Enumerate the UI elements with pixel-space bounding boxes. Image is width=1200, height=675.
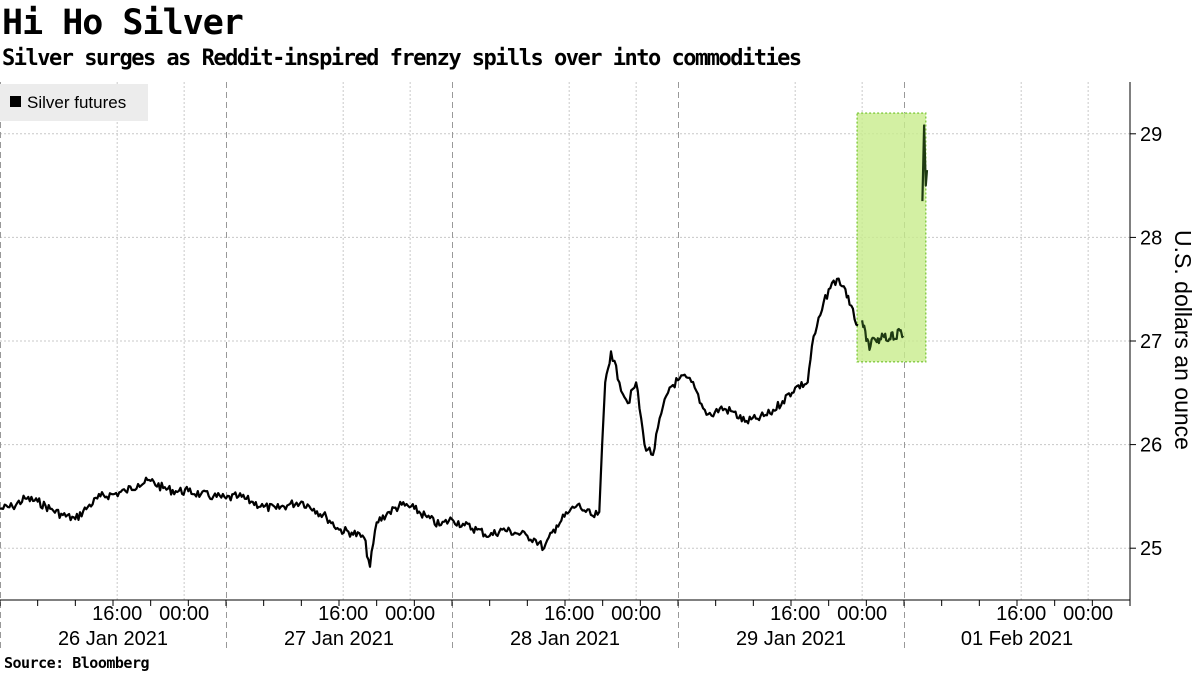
y-tick-label: 29 [1140,124,1162,146]
x-date-label: 01 Feb 2021 [961,628,1073,650]
y-tick-label: 25 [1140,538,1162,560]
legend-box [0,84,148,121]
chart-title: Hi Ho Silver [2,3,244,43]
series-lines [0,124,929,568]
chart-subtitle: Silver surges as Reddit-inspired frenzy … [2,46,802,71]
series-line-silver-futures [0,277,859,568]
highlight-box [856,112,927,363]
x-time-label: 16:00 [996,603,1046,625]
y-tick-labels: 25 26 27 28 29 [1140,124,1162,560]
x-time-label: 16:00 [318,603,368,625]
x-date-label: 28 Jan 2021 [510,628,620,650]
y-tick-label: 27 [1140,331,1162,353]
x-date-label: 27 Jan 2021 [284,628,394,650]
legend-swatch [10,96,21,107]
y-axis-label: U.S. dollars an ounce [1170,230,1196,450]
x-time-label: 00:00 [837,603,887,625]
source-note: Source: Bloomberg [4,654,150,672]
x-time-label: 00:00 [611,603,661,625]
highlight-region [856,112,927,363]
x-time-label: 16:00 [92,603,142,625]
x-time-label: 00:00 [385,603,435,625]
x-time-label: 16:00 [544,603,594,625]
legend: Silver futures [0,84,148,121]
series-line-latest-session [861,320,905,351]
y-tick-label: 26 [1140,435,1162,457]
x-time-label: 00:00 [1063,603,1113,625]
x-date-label: 26 Jan 2021 [58,628,168,650]
y-tick-label: 28 [1140,227,1162,249]
x-date-label: 29 Jan 2021 [736,628,846,650]
series-line-feb1-spike [921,124,929,202]
axes [0,82,1136,606]
x-time-label: 00:00 [159,603,209,625]
x-tick-labels: 16:00 00:00 26 Jan 2021 16:00 00:00 27 Jan 20… [58,603,1113,650]
legend-label: Silver futures [27,93,126,112]
gridlines [0,82,1130,648]
x-time-label: 16:00 [770,603,820,625]
